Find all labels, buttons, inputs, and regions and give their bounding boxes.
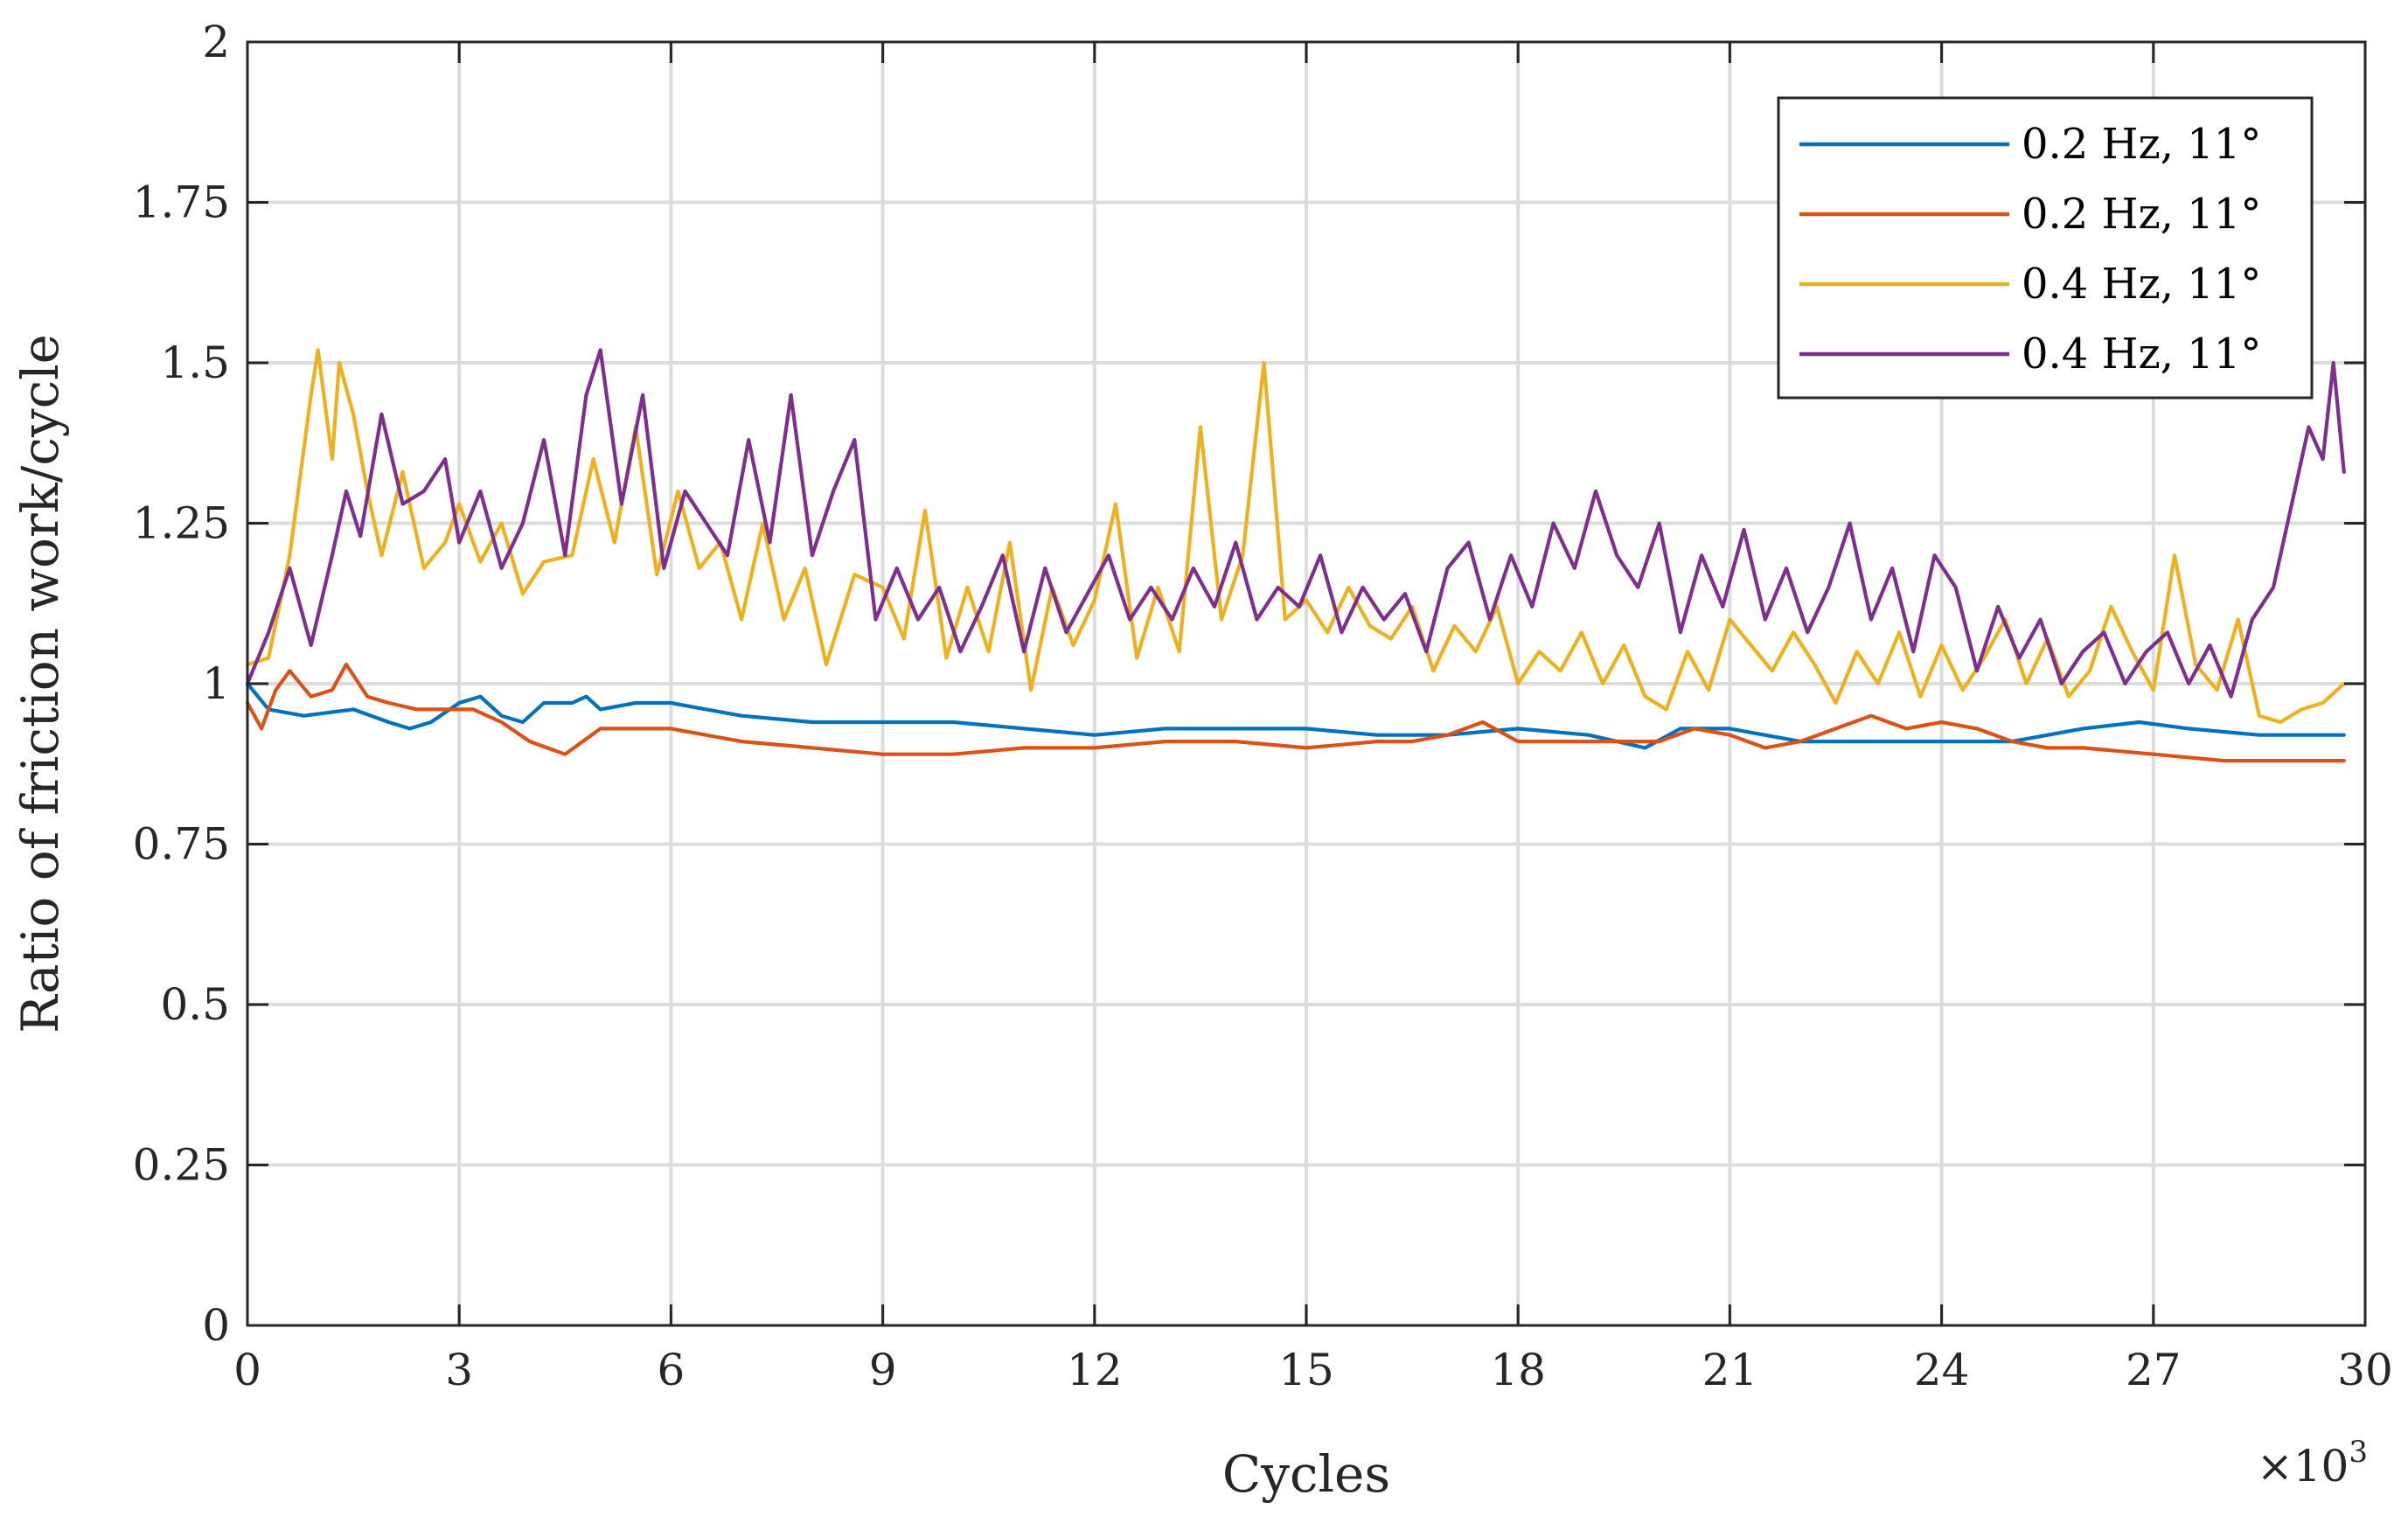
series-line-2 [245, 662, 2346, 763]
legend: 0.2 Hz, 11° 0.2 Hz, 11° 0.4 Hz, 11° 0.4 Hz,… [1777, 96, 2314, 400]
y-tick-labels: 0 0.25 0.5 0.75 1 1.25 1.5 1.75 2 [133, 17, 230, 1351]
y-tick-label: 2 [202, 17, 230, 67]
x-multiplier-base: ×10 [2257, 1441, 2349, 1492]
y-axis-title: Ratio of friction work/cycle [10, 334, 70, 1033]
legend-label-1: 0.2 Hz, 11° [2022, 120, 2261, 169]
y-tick-label: 1 [202, 658, 230, 709]
x-tick-label: 0 [233, 1345, 261, 1395]
y-tick-label: 0 [202, 1300, 230, 1351]
x-tick-label: 27 [2126, 1345, 2182, 1395]
x-tick-label: 12 [1067, 1345, 1123, 1395]
legend-box [1777, 96, 2314, 400]
x-tick-label: 6 [657, 1345, 685, 1395]
axis-ticks [246, 40, 2367, 1327]
y-tick-label: 1.75 [133, 177, 230, 228]
x-tick-label: 15 [1278, 1345, 1334, 1395]
x-tick-label: 21 [1702, 1345, 1758, 1395]
series-group [245, 348, 2346, 763]
series-line-1 [245, 681, 2346, 750]
y-tick-label: 1.5 [160, 337, 230, 388]
x-multiplier-exponent: 3 [2349, 1435, 2368, 1470]
x-axis-multiplier: ×103 [2257, 1435, 2368, 1492]
x-tick-label: 3 [445, 1345, 473, 1395]
series-line-4 [245, 348, 2346, 699]
x-tick-labels: 0 3 6 9 12 15 18 21 24 27 30 [233, 1345, 2393, 1395]
y-tick-label: 0.25 [133, 1140, 230, 1191]
y-tick-label: 0.75 [133, 819, 230, 870]
x-tick-label: 30 [2337, 1345, 2393, 1395]
x-tick-label: 24 [1914, 1345, 1970, 1395]
series-line-3 [245, 348, 2346, 725]
y-tick-label: 1.25 [133, 498, 230, 549]
legend-label-2: 0.2 Hz, 11° [2022, 190, 2261, 239]
x-tick-label: 18 [1490, 1345, 1546, 1395]
y-tick-label: 0.5 [160, 979, 230, 1030]
x-axis-title: Cycles [1222, 1444, 1390, 1504]
legend-label-4: 0.4 Hz, 11° [2022, 330, 2261, 379]
legend-label-3: 0.4 Hz, 11° [2022, 260, 2261, 309]
x-tick-label: 9 [869, 1345, 897, 1395]
